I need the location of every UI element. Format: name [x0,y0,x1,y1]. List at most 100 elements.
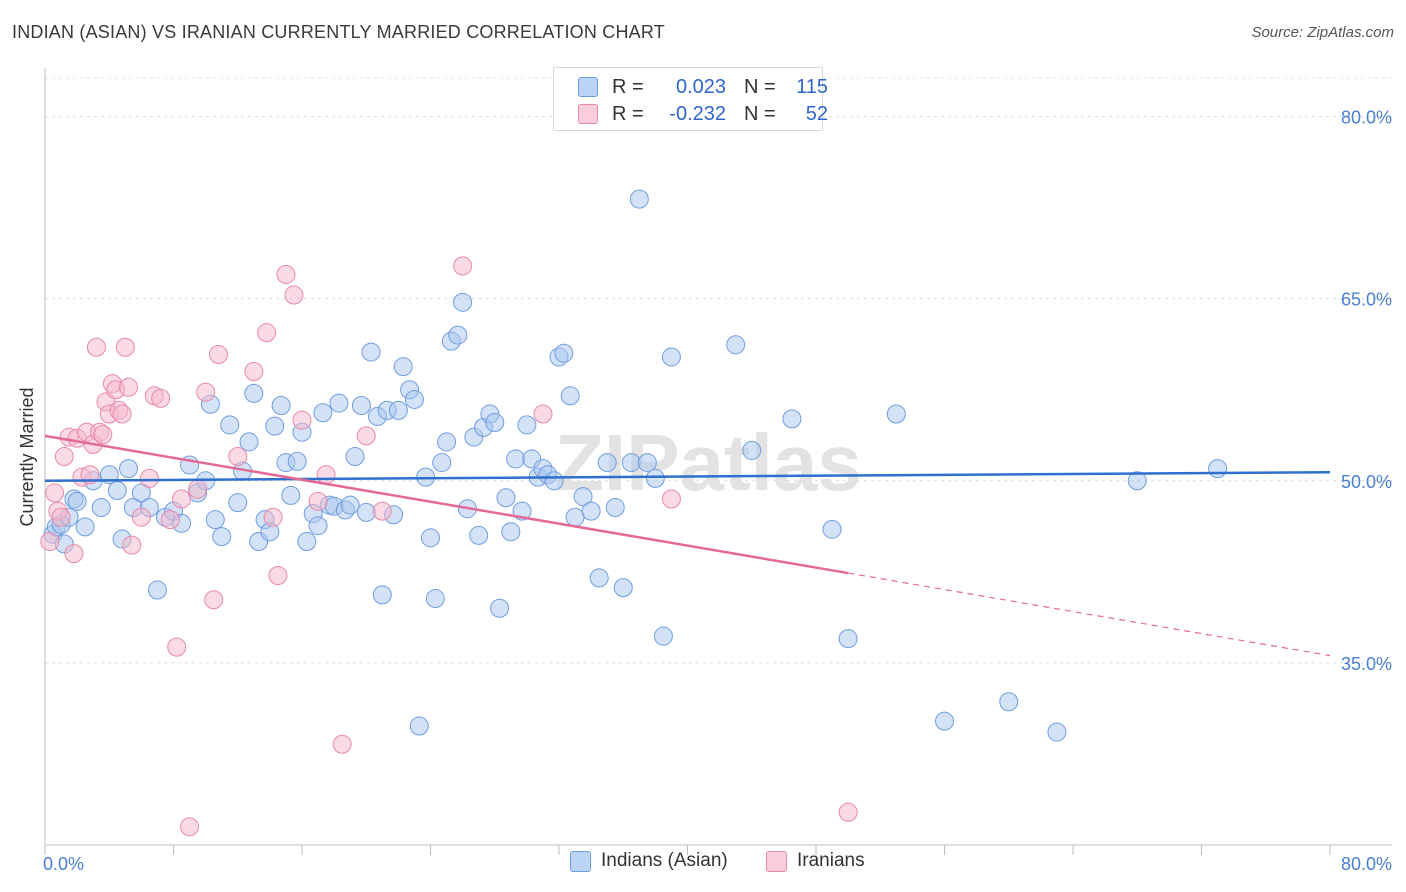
legend-r-value: -0.232 [669,102,726,125]
indian-point-41 [297,531,317,551]
indian-point-80 [506,449,526,469]
indian-point-91 [565,507,585,527]
indian-point-108 [838,629,858,649]
y-tick-labels: 35.0% 50.0% 65.0% 80.0% [1341,108,1392,674]
indian-point-62 [409,716,429,736]
source-label: Source: ZipAtlas.com [1251,24,1394,41]
iranian-point-36 [228,447,248,466]
indian-point-104 [726,335,746,355]
iranian-point-43 [292,410,312,430]
iranian-point-33 [196,382,216,402]
indian-point-52 [356,502,376,522]
indian-point-36 [271,396,291,416]
indian-point-9 [91,497,111,517]
y-axis-title: Currently Married [17,387,37,526]
iranian-trend-line-extension [848,572,1331,657]
legend-n-label: N = [744,102,776,125]
indian-point-7 [75,517,95,537]
iranian-point-3 [51,507,71,527]
bottom-legend-iranians: Iranians [766,850,865,872]
iranian-point-40 [268,565,288,585]
indian-point-66 [432,453,452,473]
indian-point-109 [886,404,906,424]
indian-point-28 [228,493,248,513]
bottom-legend-swatch-pink [766,850,787,872]
legend-r-label: R = [612,75,644,98]
iranian-point-47 [356,426,376,446]
indian-point-103 [661,347,681,367]
stats-legend-row-iranians: R = -0.232 N = 52 [578,99,828,129]
chart-title: INDIAN (ASIAN) VS IRANIAN CURRENTLY MARR… [12,22,665,42]
indian-point-13 [119,459,139,479]
iranian-point-6 [64,544,84,564]
iranian-point-52 [838,802,858,822]
iranian-point-50 [533,404,553,424]
indian-point-101 [645,468,665,488]
indian-point-49 [340,495,360,515]
indian-point-94 [589,568,609,588]
iranian-point-32 [188,479,208,499]
iranian-point-49 [453,256,473,276]
indian-point-106 [782,409,802,429]
bottom-legend-indians: Indians (Asian) [570,850,728,872]
indian-point-31 [244,383,264,403]
iranian-trend-line [44,434,849,575]
indian-point-25 [205,510,225,530]
indian-point-55 [372,585,392,605]
indian-point-70 [453,292,473,312]
iranian-point-28 [160,510,180,530]
indian-point-38 [281,485,301,505]
indian-point-65 [425,589,445,609]
indian-point-99 [629,189,649,209]
iranian-point-29 [167,637,187,657]
x-tick-label-min: 0.0% [43,854,84,874]
indian-point-98 [621,453,641,473]
iranian-point-44 [308,491,328,511]
indian-point-73 [469,525,489,545]
indian-point-96 [605,497,625,517]
stats-legend: R = 0.023 N = 115 R = -0.232 N = 52 [553,67,828,131]
y-tick-label-3: 80.0% [1341,108,1392,128]
indian-point-44 [313,403,333,423]
indian-point-61 [404,389,424,409]
iranian-point-31 [180,817,200,837]
iranian-point-4 [54,447,74,466]
legend-r-label: R = [612,102,644,125]
iranian-point-45 [316,465,336,485]
indian-point-47 [329,393,349,413]
iranian-point-34 [204,590,224,610]
legend-swatch-pink [578,104,598,124]
trend-lines [44,434,1331,657]
iranian-point-27 [151,388,171,408]
indian-point-93 [581,501,601,521]
iranian-point-51 [661,489,681,509]
iranian-point-42 [284,285,304,305]
indian-point-53 [361,342,381,362]
indian-point-27 [220,415,240,435]
iranian-point-14 [93,425,113,445]
indian-point-111 [999,692,1019,712]
indian-point-69 [448,325,468,345]
iranian-point-23 [122,535,142,555]
x-ticks [44,845,1331,855]
iranian-point-20 [112,404,132,424]
iranian-point-22 [119,377,139,397]
indian-point-110 [935,711,954,731]
indian-point-59 [393,357,413,377]
indian-point-30 [239,432,259,452]
legend-r-value: 0.023 [675,75,726,98]
iranian-point-30 [172,489,192,509]
indian-point-15 [131,483,151,503]
indian-point-79 [501,522,521,542]
iranian-point-39 [263,507,283,527]
indian-point-67 [437,432,457,452]
indian-point-39 [287,451,307,471]
legend-n-label: N = [744,75,776,98]
indian-point-35 [265,416,285,436]
y-tick-label-0: 35.0% [1341,654,1392,674]
y-tick-label-2: 65.0% [1341,290,1392,310]
indian-point-102 [653,626,673,646]
indian-point-50 [345,447,365,466]
iranian-point-35 [208,345,228,365]
